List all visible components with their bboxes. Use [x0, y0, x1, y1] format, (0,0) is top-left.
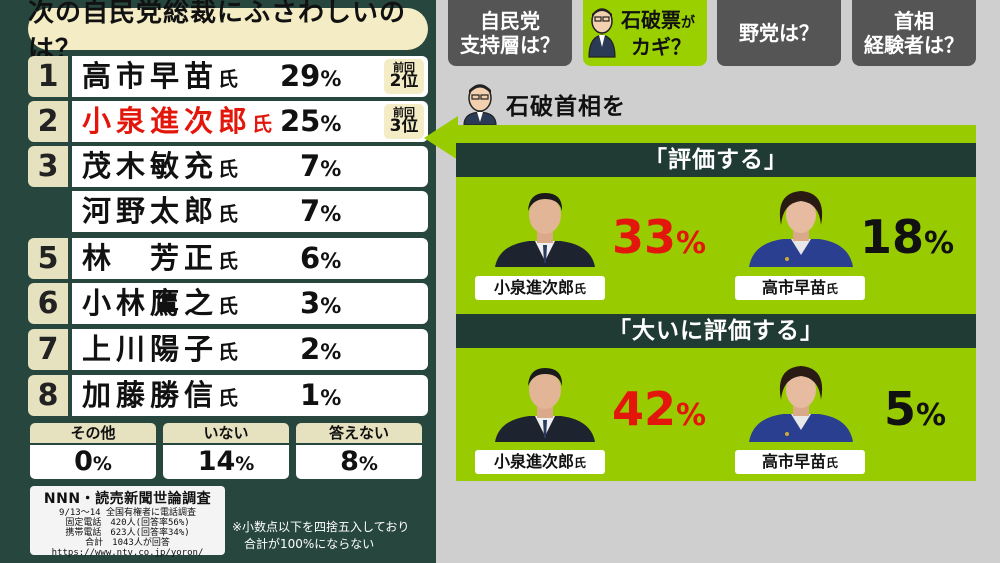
evaluation-heading: 「評価する」	[456, 143, 976, 177]
source-line: 9/13～14 全国有権者に電話調査	[59, 508, 196, 518]
rank-number: 1	[28, 56, 68, 97]
candidate-percent: 7%	[300, 194, 342, 228]
other-answer-value: 0%	[30, 445, 156, 479]
takaichi-photo	[745, 185, 857, 267]
evaluation-percent: 42%	[612, 382, 707, 436]
candidate-name: 上川陽子氏	[82, 332, 239, 366]
person-nameplate: 高市早苗氏	[735, 450, 865, 474]
person-nameplate: 小泉進次郎氏	[475, 450, 605, 474]
rank-row: 6 小林鷹之氏 3%	[28, 283, 428, 324]
rank-number: 5	[28, 238, 68, 279]
source-box: NNN・読売新聞世論調査 9/13～14 全国有権者に電話調査 固定電話 420…	[30, 486, 225, 558]
rank-box: 小泉進次郎氏 25% 前回 3位	[72, 101, 428, 142]
rank-row: 8 加藤勝信氏 1%	[28, 375, 428, 416]
rank-box: 小林鷹之氏 3%	[72, 283, 428, 324]
candidate-percent: 2%	[300, 332, 342, 366]
person-nameplate: 小泉進次郎氏	[475, 276, 605, 300]
rank-number: 7	[28, 329, 68, 370]
other-answer-label: いない	[163, 423, 289, 443]
candidate-name: 小泉進次郎氏	[82, 104, 273, 138]
rank-box: 河野太郎氏 7%	[72, 191, 428, 232]
other-answer-value: 14%	[163, 445, 289, 479]
rank-row: 5 林 芳正氏 6%	[28, 238, 428, 279]
tab-ishiba-votes[interactable]: 石破票が カギ？	[583, 0, 707, 66]
ranking-panel: 次の自民党総裁にふさわしいのは？ 1 高市早苗氏 29% 前回 2位 2 小泉進次…	[0, 0, 436, 563]
source-line: 固定電話 420人(回答率56%)	[65, 518, 190, 528]
tab-ldp-supporters[interactable]: 自民党 支持層は？	[448, 0, 572, 66]
tab-opposition[interactable]: 野党は？	[717, 0, 841, 66]
source-line: 携帯電話 623人(回答率34%)	[65, 528, 190, 538]
source-title: NNN・読売新聞世論調査	[43, 491, 212, 507]
evaluation-heading: 「大いに評価する」	[456, 314, 976, 348]
candidate-name: 河野太郎氏	[82, 194, 239, 228]
koizumi-photo	[489, 185, 601, 267]
tab-former-pm[interactable]: 首相 経験者は？	[852, 0, 976, 66]
candidate-percent: 6%	[300, 241, 342, 275]
rounding-note: ※小数点以下を四捨五入しており 合計が100%にならない	[232, 520, 410, 551]
rank-row: 河野太郎氏 7%	[28, 191, 428, 232]
ishiba-portrait-icon	[463, 84, 497, 125]
rank-number: 8	[28, 375, 68, 416]
rank-number: 3	[28, 146, 68, 187]
candidate-percent: 7%	[300, 149, 342, 183]
candidate-name: 小林鷹之氏	[82, 286, 239, 320]
rank-row: 7 上川陽子氏 2%	[28, 329, 428, 370]
person-nameplate: 高市早苗氏	[735, 276, 865, 300]
other-answer-label: 答えない	[296, 423, 422, 443]
candidate-percent: 3%	[300, 286, 342, 320]
rank-box: 加藤勝信氏 1%	[72, 375, 428, 416]
other-answer-box: その他 0%	[30, 423, 156, 479]
rank-number	[28, 191, 68, 232]
candidate-percent: 25%	[280, 104, 342, 138]
rank-row: 1 高市早苗氏 29% 前回 2位	[28, 56, 428, 97]
rank-number: 6	[28, 283, 68, 324]
evaluation-percent: 18%	[860, 210, 955, 264]
candidate-percent: 29%	[280, 59, 342, 93]
rank-box: 高市早苗氏 29% 前回 2位	[72, 56, 428, 97]
candidate-name: 林 芳正氏	[82, 241, 239, 275]
rank-box: 林 芳正氏 6%	[72, 238, 428, 279]
rank-number: 2	[28, 101, 68, 142]
ishiba-portrait-icon	[588, 8, 616, 58]
evaluation-percent: 33%	[612, 210, 707, 264]
other-answer-label: その他	[30, 423, 156, 443]
other-answer-box: いない 14%	[163, 423, 289, 479]
candidate-name: 高市早苗氏	[82, 59, 239, 93]
poll-title: 次の自民党総裁にふさわしいのは？	[28, 0, 428, 65]
takaichi-photo	[745, 360, 857, 442]
source-url: https://www.ntv.co.jp/yoron/	[51, 548, 204, 558]
rank-row: 3 茂木敏充氏 7%	[28, 146, 428, 187]
candidate-name: 加藤勝信氏	[82, 378, 239, 412]
rank-box: 茂木敏充氏 7%	[72, 146, 428, 187]
candidate-name: 茂木敏充氏	[82, 149, 239, 183]
evaluation-percent: 5%	[884, 382, 947, 436]
previous-rank-badge: 前回 2位	[384, 59, 424, 94]
callout-pointer	[424, 116, 458, 160]
section-header-text: 石破首相を	[506, 94, 626, 120]
rank-row: 2 小泉進次郎氏 25% 前回 3位	[28, 101, 428, 142]
previous-rank-badge: 前回 3位	[384, 104, 424, 139]
source-line: 合計 1043人が回答	[85, 538, 170, 548]
section-header: 石破首相を	[460, 84, 626, 125]
other-answer-value: 8%	[296, 445, 422, 479]
candidate-percent: 1%	[300, 378, 342, 412]
other-answer-box: 答えない 8%	[296, 423, 422, 479]
rank-box: 上川陽子氏 2%	[72, 329, 428, 370]
koizumi-photo	[489, 360, 601, 442]
